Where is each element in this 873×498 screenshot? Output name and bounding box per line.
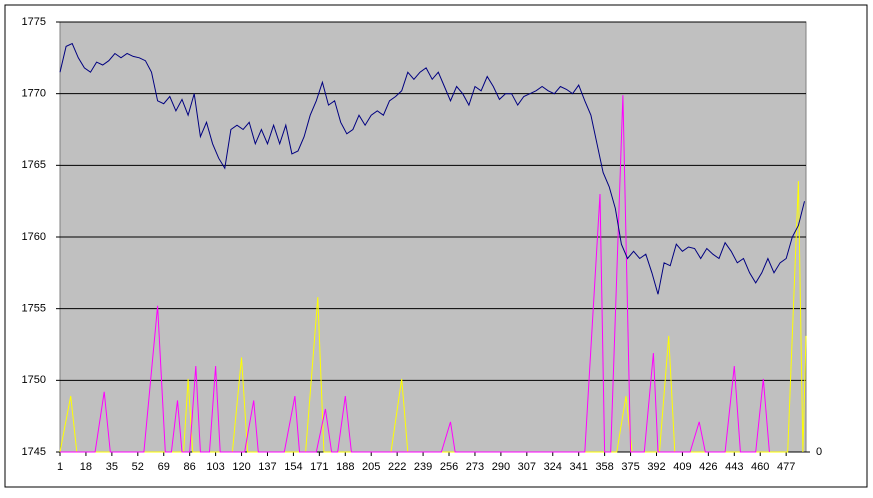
x-tick-label: 290 <box>492 461 510 473</box>
y-tick-label: 1750 <box>22 374 46 386</box>
x-tick-label: 137 <box>258 461 276 473</box>
x-tick-label: 375 <box>621 461 639 473</box>
x-tick-label: 86 <box>184 461 196 473</box>
x-tick-label: 171 <box>310 461 328 473</box>
series-line <box>60 95 770 453</box>
y-tick-label: 1755 <box>22 303 46 315</box>
y-tick-label: 1775 <box>22 16 46 28</box>
x-tick-label: 222 <box>388 461 406 473</box>
x-tick-label: 239 <box>414 461 432 473</box>
x-tick-label: 1 <box>57 461 63 473</box>
y2-tick-label: 0 <box>816 446 822 458</box>
x-tick-label: 18 <box>80 461 92 473</box>
x-tick-label: 52 <box>132 461 144 473</box>
x-tick-label: 477 <box>777 461 795 473</box>
x-tick-label: 324 <box>544 461 562 473</box>
x-tick-label: 392 <box>647 461 665 473</box>
y-tick-label: 1745 <box>22 446 46 458</box>
x-tick-label: 409 <box>673 461 691 473</box>
x-tick-label: 154 <box>284 461 302 473</box>
x-tick-label: 256 <box>440 461 458 473</box>
x-tick-label: 103 <box>206 461 224 473</box>
x-tick-label: 358 <box>595 461 613 473</box>
x-tick-label: 443 <box>725 461 743 473</box>
y-tick-label: 1770 <box>22 88 46 100</box>
series-line <box>59 42 805 295</box>
y-tick-label: 1765 <box>22 159 46 171</box>
x-tick-label: 460 <box>751 461 769 473</box>
x-tick-label: 188 <box>336 461 354 473</box>
x-tick-label: 120 <box>232 461 250 473</box>
x-tick-label: 35 <box>106 461 118 473</box>
x-tick-label: 273 <box>466 461 484 473</box>
x-tick-label: 341 <box>570 461 588 473</box>
x-tick-label: 205 <box>362 461 380 473</box>
x-tick-label: 426 <box>699 461 717 473</box>
y-tick-label: 1760 <box>22 231 46 243</box>
x-tick-label: 69 <box>158 461 170 473</box>
x-tick-label: 307 <box>518 461 536 473</box>
